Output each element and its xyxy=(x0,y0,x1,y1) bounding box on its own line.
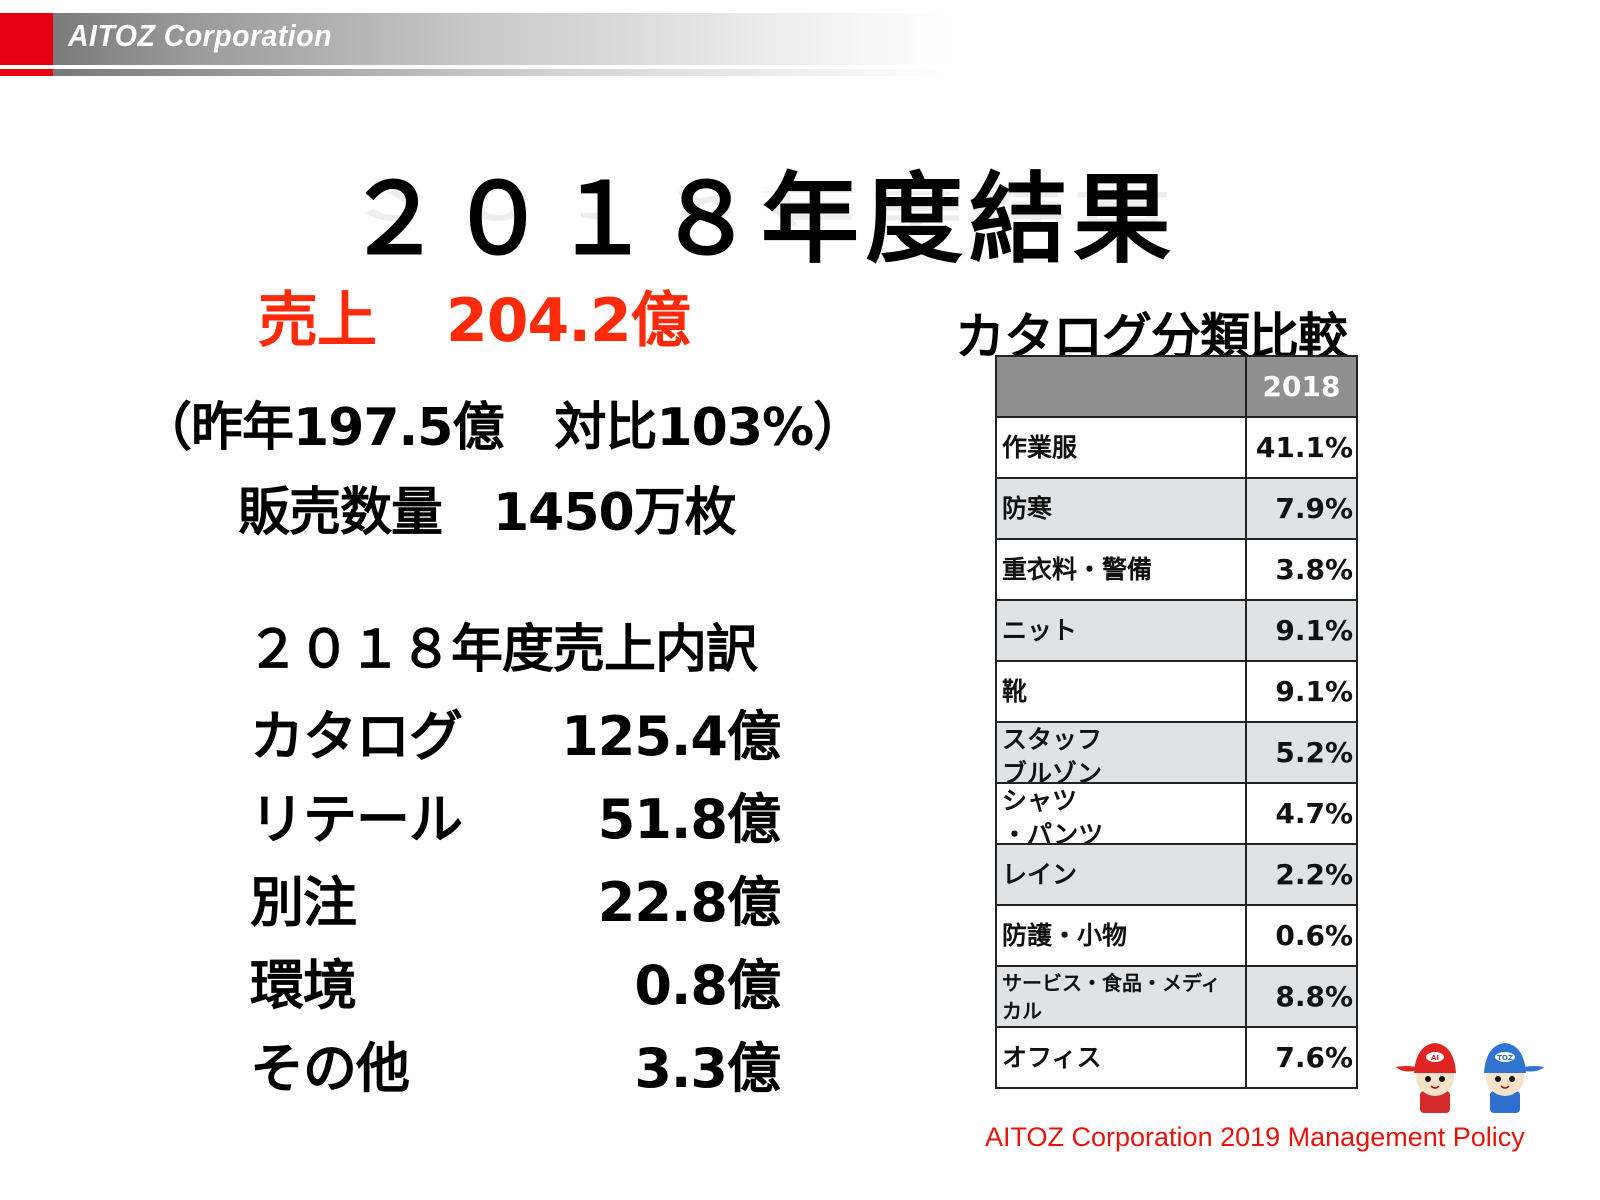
breakdown-label: 環境 xyxy=(250,954,357,1017)
page-title: ２０１８年度結果 xyxy=(345,163,1178,277)
row-pct: 5.2% xyxy=(1245,721,1358,784)
footer-caption: AITOZ Corporation 2019 Management Policy xyxy=(985,1122,1525,1152)
table-row: オフィス 7.6% xyxy=(995,1026,1358,1089)
row-category-line1: サービス・食品・メディ xyxy=(1002,970,1221,995)
row-category: 防護・小物 xyxy=(995,904,1247,967)
header-underline-accent xyxy=(0,69,53,76)
breakdown-row: リテール 51.8億 xyxy=(250,775,781,851)
row-pct: 3.8% xyxy=(1245,538,1358,601)
table-row: サービス・食品・メディ カル 8.8% xyxy=(995,965,1358,1028)
header-band xyxy=(0,13,950,65)
breakdown-value: 22.8億 xyxy=(597,871,781,934)
row-category-line1: シャツ xyxy=(1002,786,1078,815)
row-category: サービス・食品・メディ カル xyxy=(995,965,1247,1028)
row-category-line1: スタッフ xyxy=(1002,725,1103,754)
row-category: オフィス xyxy=(995,1026,1247,1089)
company-logo: AITOZ Corporation xyxy=(68,18,332,53)
breakdown-row: その他 3.3億 xyxy=(250,1024,781,1100)
row-category: 防寒 xyxy=(995,477,1247,540)
breakdown-value: 0.8億 xyxy=(634,954,781,1017)
row-category-line2: カル xyxy=(1002,998,1042,1023)
sales-quantity: 販売数量 1450万枚 xyxy=(238,483,737,543)
row-pct: 9.1% xyxy=(1245,599,1358,662)
table-row: 防寒 7.9% xyxy=(995,477,1358,540)
header-accent-block xyxy=(0,13,53,65)
row-category-line2: ・パンツ xyxy=(1002,820,1104,843)
breakdown-row: 環境 0.8億 xyxy=(250,941,781,1017)
breakdown-label: 別注 xyxy=(250,871,357,934)
breakdown-row: カタログ 125.4億 xyxy=(250,692,781,768)
mascot-illustration: AI TOZ xyxy=(1396,1043,1544,1113)
breakdown-row: 別注 22.8億 xyxy=(250,858,781,934)
header-year: 2018 xyxy=(1245,355,1358,418)
breakdown-label: その他 xyxy=(250,1037,410,1100)
row-category: 作業服 xyxy=(995,416,1247,479)
catalog-table: 2018 作業服 41.1% 防寒 7.9% 重衣料・警備 3.8% ニット 9… xyxy=(995,355,1358,1089)
breakdown-value: 51.8億 xyxy=(597,788,781,851)
row-pct: 7.9% xyxy=(1245,477,1358,540)
breakdown-value: 3.3億 xyxy=(634,1037,781,1100)
table-row: 重衣料・警備 3.8% xyxy=(995,538,1358,601)
sales-total: 売上 204.2億 xyxy=(258,272,691,359)
svg-text:TOZ: TOZ xyxy=(1497,1054,1513,1062)
row-category: ニット xyxy=(995,599,1247,662)
table-header-row: 2018 xyxy=(995,355,1358,418)
breakdown-label: リテール xyxy=(250,788,463,851)
header-category xyxy=(995,355,1247,418)
row-category-line2: ブルゾン xyxy=(1002,759,1103,782)
row-category: レイン xyxy=(995,843,1247,906)
row-pct: 41.1% xyxy=(1245,416,1358,479)
mascot-left-icon: AI xyxy=(1396,1043,1456,1113)
breakdown-value: 125.4億 xyxy=(561,705,781,768)
row-pct: 2.2% xyxy=(1245,843,1358,906)
breakdown-title: ２０１８年度売上内訳 xyxy=(247,620,758,680)
row-category: 重衣料・警備 xyxy=(995,538,1247,601)
header-underline xyxy=(0,69,950,76)
table-row: シャツ・パンツ 4.7% xyxy=(995,782,1358,845)
table-row: スタッフブルゾン 5.2% xyxy=(995,721,1358,784)
row-pct: 4.7% xyxy=(1245,782,1358,845)
row-category: シャツ ・パンツ xyxy=(995,782,1247,845)
svg-text:AI: AI xyxy=(1431,1054,1439,1062)
table-row: 防護・小物 0.6% xyxy=(995,904,1358,967)
table-row: ニット 9.1% xyxy=(995,599,1358,662)
table-row: レイン 2.2% xyxy=(995,843,1358,906)
row-category: スタッフ ブルゾン xyxy=(995,721,1247,784)
row-pct: 9.1% xyxy=(1245,660,1358,723)
breakdown-label: カタログ xyxy=(250,705,463,768)
table-row: 靴 9.1% xyxy=(995,660,1358,723)
mascot-right-icon: TOZ xyxy=(1484,1043,1544,1113)
previous-year-comparison: （昨年197.5億 対比103%） xyxy=(140,398,865,458)
row-pct: 7.6% xyxy=(1245,1026,1358,1089)
row-category: 靴 xyxy=(995,660,1247,723)
table-row: 作業服 41.1% xyxy=(995,416,1358,479)
row-pct: 8.8% xyxy=(1245,965,1358,1028)
sales-value: 204.2億 xyxy=(446,286,691,356)
sales-label: 売上 xyxy=(258,286,377,356)
row-pct: 0.6% xyxy=(1245,904,1358,967)
